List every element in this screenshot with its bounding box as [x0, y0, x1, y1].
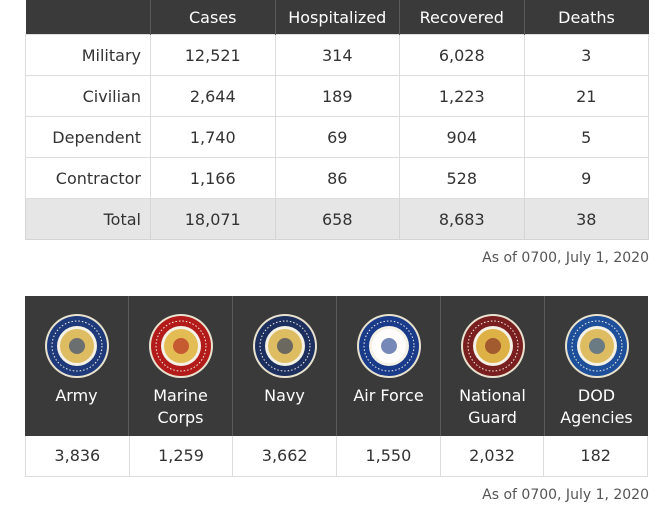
row-label: Military: [25, 34, 151, 76]
navy-seal-icon: [252, 313, 318, 379]
cases-as-of-note: As of 0700, July 1, 2020: [482, 250, 649, 266]
total-hospitalized: 658: [274, 198, 400, 240]
total-label: Total: [25, 198, 151, 240]
branch-name-line1: DOD: [577, 386, 616, 405]
army-seal-icon: [44, 313, 110, 379]
branch-value: 182: [543, 436, 649, 476]
branch-name-line1: Marine: [153, 386, 208, 405]
branches-values-row: 3,836 1,259 3,662 1,550 2,032 182: [25, 436, 649, 477]
branch-value: 3,662: [232, 436, 336, 476]
hospitalized-cell: 314: [274, 34, 400, 76]
branches-header-row: Army Marine Corps Navy Air Force National Guar…: [25, 296, 648, 436]
branch-name-line1: Navy: [264, 386, 305, 405]
row-label: Dependent: [25, 116, 151, 158]
header-deaths: Deaths: [523, 0, 649, 35]
total-cases: 18,071: [150, 198, 276, 240]
header-recovered: Recovered: [399, 0, 524, 35]
branches-as-of-note: As of 0700, July 1, 2020: [482, 487, 649, 503]
row-label: Contractor: [25, 157, 151, 199]
branch-value: 3,836: [25, 436, 129, 476]
table-row: Military 12,521 314 6,028 3: [25, 34, 649, 76]
cases-cell: 2,644: [150, 75, 276, 117]
recovered-cell: 1,223: [399, 75, 525, 117]
branch-header-cell: National Guard: [440, 296, 544, 436]
deaths-cell: 5: [523, 116, 649, 158]
branch-header-cell: DOD Agencies: [544, 296, 648, 436]
branch-name-line1: National: [459, 386, 526, 405]
table-row: Dependent 1,740 69 904 5: [25, 116, 649, 158]
total-recovered: 8,683: [399, 198, 525, 240]
deaths-cell: 9: [523, 157, 649, 199]
branch-header-cell: Air Force: [336, 296, 440, 436]
recovered-cell: 6,028: [399, 34, 525, 76]
marine-corps-seal-icon: [148, 313, 214, 379]
branch-value: 1,259: [128, 436, 233, 476]
branch-value: 1,550: [336, 436, 440, 476]
row-label: Civilian: [25, 75, 151, 117]
deaths-cell: 21: [523, 75, 649, 117]
header-cases: Cases: [150, 0, 275, 35]
national-guard-seal-icon: [460, 313, 526, 379]
branch-value: 2,032: [439, 436, 544, 476]
hospitalized-cell: 86: [274, 157, 400, 199]
branch-name: Marine Corps: [129, 385, 232, 429]
air-force-seal-icon: [356, 313, 422, 379]
cases-cell: 12,521: [150, 34, 276, 76]
branch-header-cell: Marine Corps: [128, 296, 232, 436]
cases-cell: 1,166: [150, 157, 276, 199]
deaths-cell: 3: [523, 34, 649, 76]
cases-cell: 1,740: [150, 116, 276, 158]
table-row: Civilian 2,644 189 1,223 21: [25, 75, 649, 117]
branch-name: Navy: [233, 385, 336, 407]
header-blank: [25, 0, 151, 35]
total-deaths: 38: [523, 198, 649, 240]
hospitalized-cell: 189: [274, 75, 400, 117]
branch-name: National Guard: [441, 385, 544, 429]
header-hospitalized: Hospitalized: [274, 0, 400, 35]
branch-name-line1: Air Force: [353, 386, 424, 405]
recovered-cell: 528: [399, 157, 525, 199]
branch-name: Air Force: [337, 385, 440, 407]
branch-name-line2: Agencies: [560, 408, 633, 427]
total-row: Total 18,071 658 8,683 38: [25, 198, 649, 240]
recovered-cell: 904: [399, 116, 525, 158]
branch-name-line2: Guard: [468, 408, 517, 427]
dod-seal-icon: [564, 313, 630, 379]
cases-table: Cases Hospitalized Recovered Deaths Mili…: [25, 0, 649, 240]
hospitalized-cell: 69: [274, 116, 400, 158]
branch-name-line2: Corps: [157, 408, 204, 427]
cases-table-header-row: Cases Hospitalized Recovered Deaths: [25, 0, 649, 35]
branches-table: Army Marine Corps Navy Air Force National Guar…: [25, 296, 649, 477]
branch-header-cell: Army: [25, 296, 128, 436]
table-row: Contractor 1,166 86 528 9: [25, 157, 649, 199]
branch-name: Army: [25, 385, 128, 407]
branch-name-line1: Army: [55, 386, 98, 405]
branch-header-cell: Navy: [232, 296, 336, 436]
branch-name: DOD Agencies: [545, 385, 648, 429]
